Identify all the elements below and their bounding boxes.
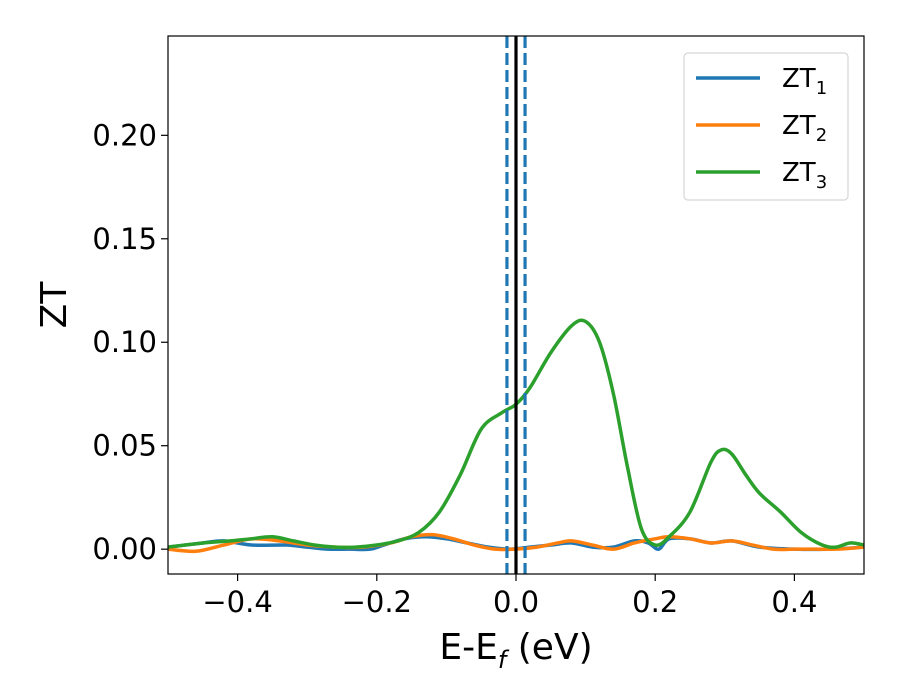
x-tick-label: −0.4 xyxy=(202,585,272,619)
legend-label-zt3: ZT3 xyxy=(782,158,827,193)
x-tick-label: 0.4 xyxy=(771,585,817,619)
legend-label-zt1: ZT1 xyxy=(782,64,827,99)
x-axis-label: E-Ef (eV) xyxy=(439,627,592,674)
y-axis-label: ZT xyxy=(34,281,75,329)
x-tick-label: −0.2 xyxy=(342,585,412,619)
series-line-zt3 xyxy=(168,318,864,550)
legend-box xyxy=(683,52,849,201)
legend: ZT1 ZT2 ZT3 xyxy=(683,52,849,201)
y-tick-label: 0.10 xyxy=(92,325,157,359)
x-tick-label: 0.0 xyxy=(493,585,539,619)
y-tick-label: 0.15 xyxy=(92,222,157,256)
y-tick-label: 0.00 xyxy=(92,532,157,566)
y-tick-label: 0.05 xyxy=(92,429,157,463)
x-tick-label: 0.2 xyxy=(632,585,678,619)
y-tick-label: 0.20 xyxy=(92,118,157,152)
axis-ticks: −0.4 −0.2 0.0 0.2 0.4 0.00 0.05 0.10 0.15 0.20 xyxy=(92,118,817,619)
legend-label-zt2: ZT2 xyxy=(782,111,827,146)
plot-area xyxy=(168,36,864,574)
